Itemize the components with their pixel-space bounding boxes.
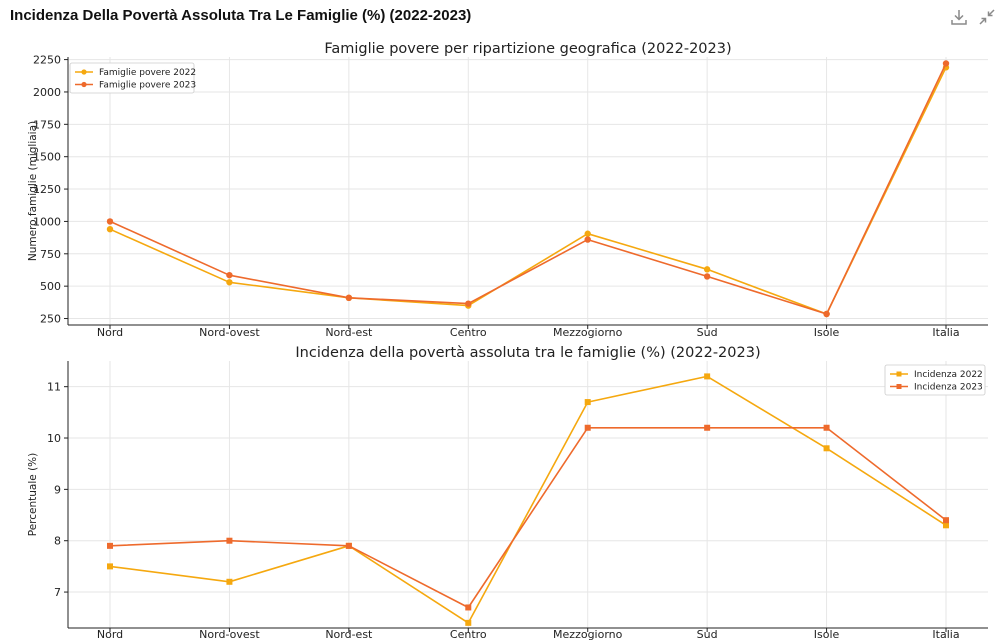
collapse-icon <box>979 9 995 25</box>
legend-label-famiglie-povere-2022: Famiglie povere 2022 <box>99 68 196 78</box>
y-tick-label: 1250 <box>33 183 61 196</box>
download-icon <box>951 10 967 25</box>
x-tick-label-centro: Centro <box>450 326 487 339</box>
collapse-button[interactable] <box>976 6 998 28</box>
x-tick-label-nord-ovest: Nord-ovest <box>199 628 260 641</box>
data-point-incidenza-2023 <box>226 537 233 544</box>
y-tick-label: 10 <box>47 432 61 445</box>
data-point-incidenza-2023 <box>704 424 711 431</box>
x-tick-label-italia: Italia <box>932 628 959 641</box>
download-button[interactable] <box>948 6 970 28</box>
x-tick-label-nord-est: Nord-est <box>325 628 373 641</box>
data-point-incidenza-2022 <box>943 522 949 529</box>
x-tick-label-nord-ovest: Nord-ovest <box>199 326 260 339</box>
data-point-famiglie-povere-2022 <box>226 279 233 286</box>
chart-incidenza-poverta: Incidenza della povertà assoluta tra le … <box>27 345 988 641</box>
legend-marker <box>81 81 87 88</box>
data-point-incidenza-2023 <box>584 424 591 431</box>
legend-box <box>69 62 195 94</box>
data-point-famiglie-povere-2023 <box>106 218 114 225</box>
data-point-incidenza-2022 <box>704 373 711 380</box>
y-tick-label: 2000 <box>33 86 61 99</box>
page-title: Incidenza Della Povertà Assoluta Tra Le … <box>10 7 472 24</box>
x-tick-label-italia: Italia <box>932 326 959 339</box>
y-tick-label: 500 <box>40 280 61 293</box>
x-tick-label-nord-est: Nord-est <box>325 326 373 339</box>
data-point-incidenza-2023 <box>345 542 352 549</box>
x-tick-label-nord: Nord <box>97 326 123 339</box>
data-point-famiglie-povere-2023 <box>226 271 233 279</box>
data-point-famiglie-povere-2022 <box>703 266 711 273</box>
x-tick-label-isole: Isole <box>814 628 840 641</box>
y-tick-label: 250 <box>40 313 61 326</box>
y-tick-label: 8 <box>54 535 61 548</box>
series-line-incidenza-2022 <box>109 375 947 624</box>
legend-label-famiglie-povere-2023: Famiglie povere 2023 <box>99 81 196 91</box>
y-tick-label: 2250 <box>33 54 61 67</box>
x-tick-label-mezzogiorno: Mezzogiorno <box>553 326 623 339</box>
x-tick-label-sud: Sud <box>697 326 718 339</box>
data-point-incidenza-2023 <box>465 604 472 611</box>
series-line-famiglie-povere-2022 <box>109 67 947 315</box>
chart-famiglie-povere: Famiglie povere per ripartizione geograf… <box>27 41 988 339</box>
data-point-famiglie-povere-2023 <box>823 310 830 318</box>
data-point-incidenza-2023 <box>107 542 113 549</box>
y-axis-label: Numero famiglie (migliaia) <box>27 121 39 261</box>
x-tick-label-centro: Centro <box>450 628 487 641</box>
series-line-incidenza-2023 <box>109 427 947 609</box>
data-point-incidenza-2022 <box>823 445 830 452</box>
legend-label-incidenza-2022: Incidenza 2022 <box>914 370 983 380</box>
data-point-famiglie-povere-2023 <box>465 300 472 307</box>
data-point-famiglie-povere-2022 <box>584 230 591 237</box>
data-point-incidenza-2023 <box>823 424 830 431</box>
data-point-incidenza-2022 <box>465 619 472 626</box>
x-tick-label-sud: Sud <box>697 628 718 641</box>
y-axis-label: Percentuale (%) <box>27 453 39 536</box>
legend-label-incidenza-2023: Incidenza 2023 <box>914 383 983 393</box>
y-tick-label: 7 <box>54 586 61 599</box>
data-point-famiglie-povere-2023 <box>703 273 711 280</box>
data-point-incidenza-2022 <box>107 563 113 570</box>
data-point-famiglie-povere-2023 <box>942 60 950 67</box>
data-point-incidenza-2023 <box>943 517 949 524</box>
y-tick-label: 1500 <box>33 151 61 164</box>
y-tick-label: 9 <box>54 483 61 496</box>
y-tick-label: 1000 <box>33 215 61 228</box>
data-point-famiglie-povere-2023 <box>584 236 591 243</box>
y-tick-label: 11 <box>47 381 61 394</box>
data-point-famiglie-povere-2023 <box>345 294 353 302</box>
x-tick-label-nord: Nord <box>97 628 123 641</box>
header-bar: Incidenza Della Povertà Assoluta Tra Le … <box>0 0 1004 34</box>
legend-marker <box>896 371 902 377</box>
y-tick-label: 750 <box>40 248 61 261</box>
legend-marker <box>896 384 902 389</box>
x-tick-label-mezzogiorno: Mezzogiorno <box>553 628 623 641</box>
data-point-incidenza-2022 <box>584 399 591 406</box>
legend-box <box>884 364 986 396</box>
chart-title: Incidenza della povertà assoluta tra le … <box>295 345 760 361</box>
chart-title: Famiglie povere per ripartizione geograf… <box>324 41 731 57</box>
data-point-incidenza-2022 <box>226 578 233 585</box>
data-point-famiglie-povere-2022 <box>106 225 114 233</box>
x-tick-label-isole: Isole <box>814 326 840 339</box>
legend-marker <box>81 69 87 75</box>
series-line-famiglie-povere-2023 <box>109 63 947 315</box>
y-tick-label: 1750 <box>33 118 61 131</box>
